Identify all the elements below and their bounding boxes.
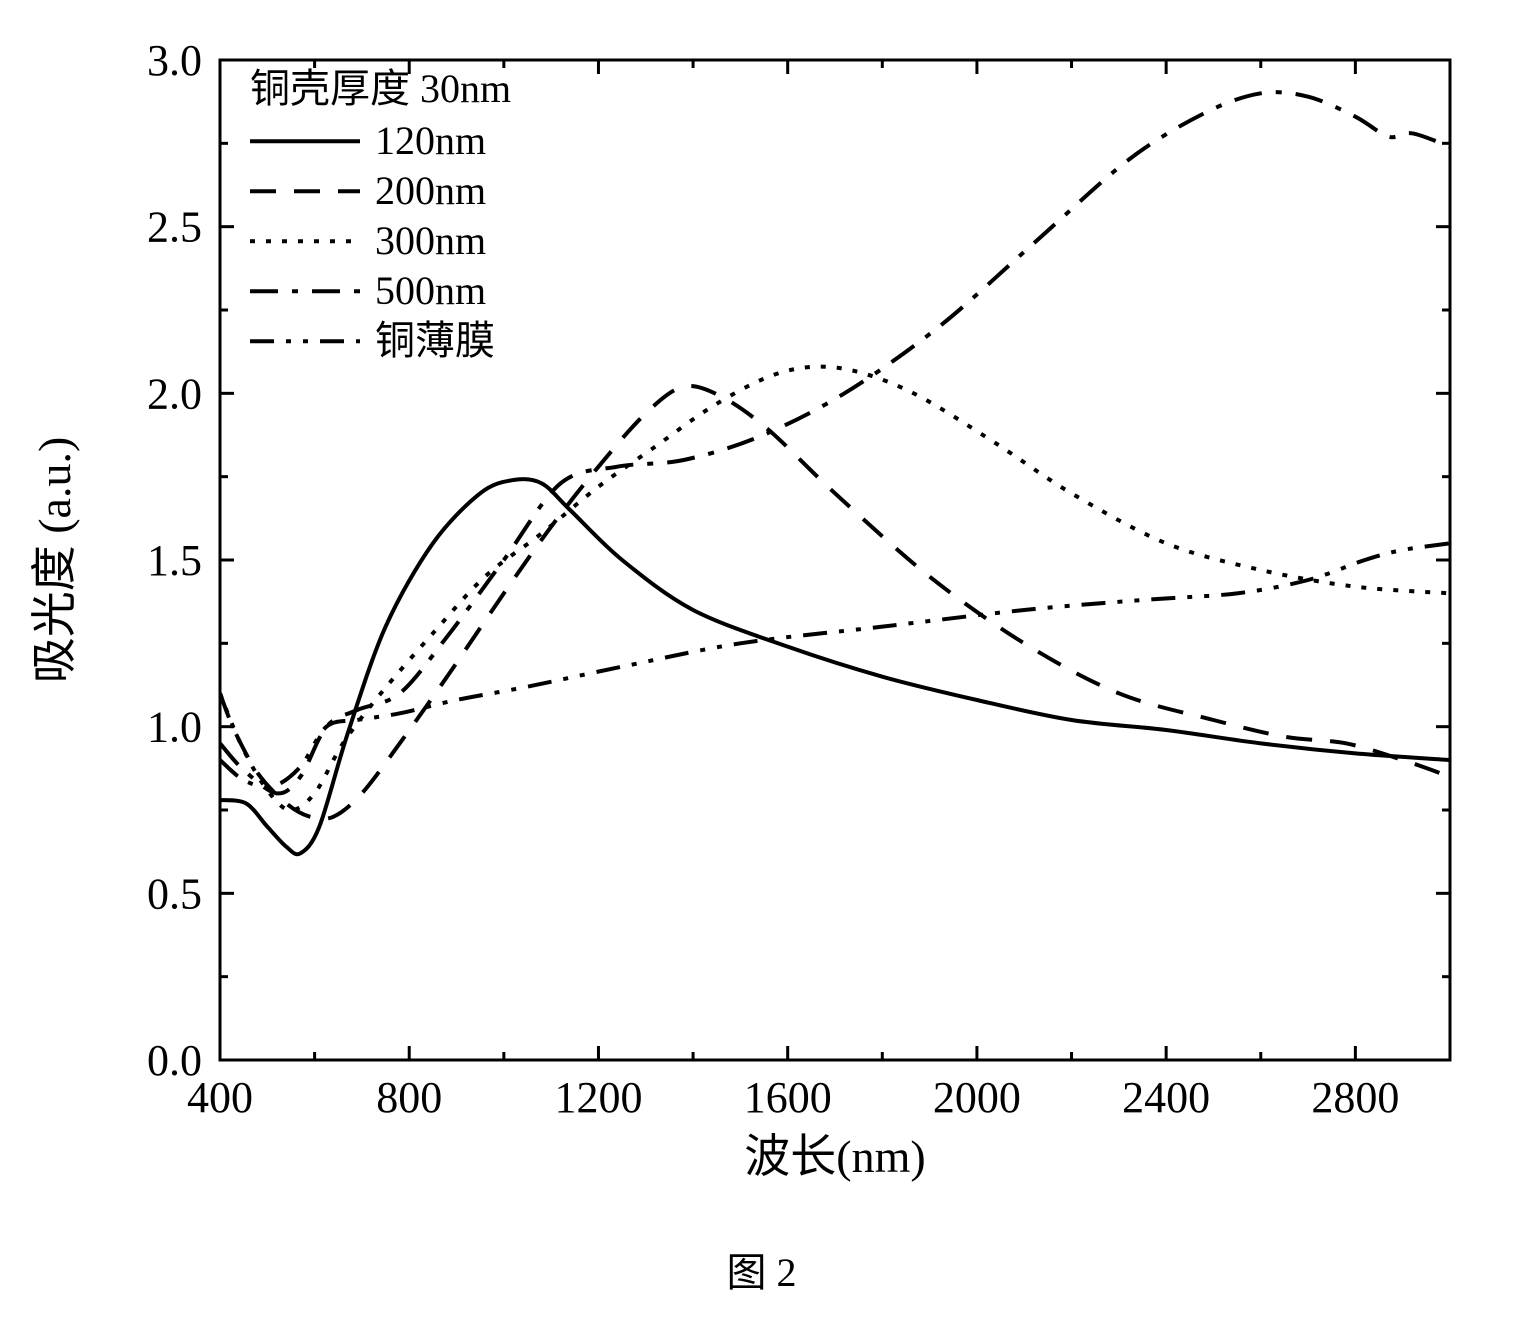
line-chart: 400800120016002000240028000.00.51.01.52.… (0, 0, 1523, 1200)
svg-text:2.5: 2.5 (147, 203, 202, 252)
svg-text:铜薄膜: 铜薄膜 (375, 318, 495, 363)
svg-text:1600: 1600 (744, 1073, 832, 1122)
svg-text:铜壳厚度 30nm: 铜壳厚度 30nm (250, 66, 511, 111)
svg-text:0.5: 0.5 (147, 869, 202, 918)
svg-text:1.5: 1.5 (147, 536, 202, 585)
svg-text:800: 800 (376, 1073, 442, 1122)
svg-text:0.0: 0.0 (147, 1036, 202, 1085)
svg-text:1.0: 1.0 (147, 703, 202, 752)
svg-text:3.0: 3.0 (147, 36, 202, 85)
svg-text:120nm: 120nm (375, 118, 486, 163)
svg-text:2000: 2000 (933, 1073, 1021, 1122)
svg-text:吸光度 (a.u.): 吸光度 (a.u.) (29, 437, 80, 684)
svg-text:2400: 2400 (1122, 1073, 1210, 1122)
figure-wrap: 400800120016002000240028000.00.51.01.52.… (0, 0, 1523, 1332)
svg-text:1200: 1200 (554, 1073, 642, 1122)
svg-text:500nm: 500nm (375, 268, 486, 313)
svg-text:2.0: 2.0 (147, 369, 202, 418)
svg-text:200nm: 200nm (375, 168, 486, 213)
svg-text:波长(nm): 波长(nm) (744, 1131, 925, 1182)
svg-text:2800: 2800 (1311, 1073, 1399, 1122)
svg-text:300nm: 300nm (375, 218, 486, 263)
figure-caption: 图 2 (0, 1240, 1523, 1298)
